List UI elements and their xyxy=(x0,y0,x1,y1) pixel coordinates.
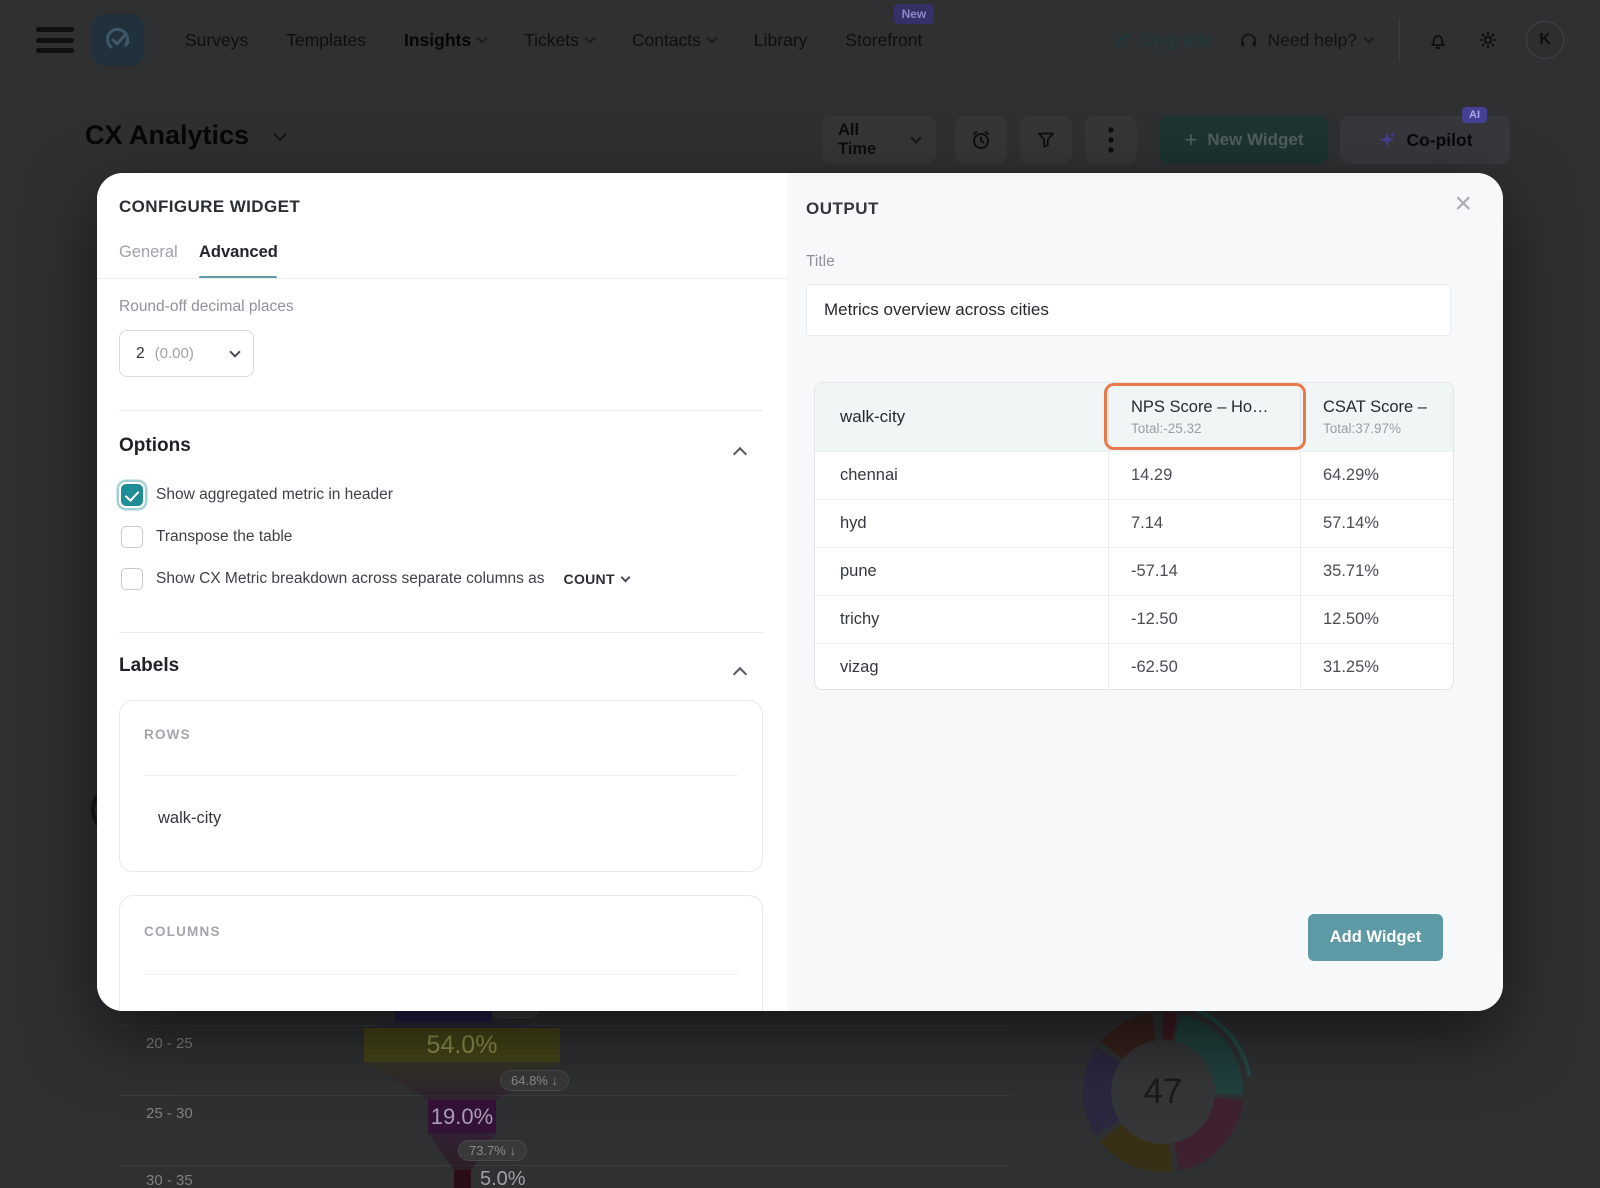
alarm-clock-icon xyxy=(973,131,989,149)
table-header-row: walk-city NPS Score – Ho… Total:-25.32 C… xyxy=(815,383,1453,451)
options-section-title: Options xyxy=(119,435,191,456)
chevron-down-icon xyxy=(620,572,631,582)
nav-item-insights: Insights xyxy=(404,30,488,51)
table-header-nps[interactable]: NPS Score – Ho… Total:-25.32 xyxy=(1109,383,1301,451)
page-header: CX Analytics All Time xyxy=(0,100,1600,180)
copilot-button: Co-pilot xyxy=(1340,116,1510,164)
more-options-kebab-button xyxy=(1085,116,1137,164)
option-transpose[interactable]: Transpose the table xyxy=(121,526,292,548)
chevron-down-icon xyxy=(272,126,288,141)
notifications-bell-icon xyxy=(1426,28,1450,52)
headset-icon xyxy=(1241,33,1257,46)
chevron-down-icon xyxy=(229,345,241,358)
donut-center-value: 47 xyxy=(1143,1072,1183,1111)
table-row: chennai 14.29 64.29% xyxy=(815,451,1453,499)
funnel-bar: 19.0% xyxy=(428,1100,496,1133)
background-donut-chart: 47 xyxy=(1083,1012,1243,1172)
add-widget-button[interactable]: Add Widget xyxy=(1308,914,1443,961)
rows-item-walk-city[interactable]: walk-city xyxy=(158,809,222,827)
table-header-csat[interactable]: CSAT Score – Total:37.97% xyxy=(1323,398,1427,436)
funnel-row-label: 25 - 30 xyxy=(146,1105,193,1122)
title-field-label: Title xyxy=(806,253,835,270)
funnel-row-label: 20 - 25 xyxy=(146,1035,193,1052)
columns-card-title: COLUMNS xyxy=(144,924,221,939)
funnel-drop-pill: 73.7% ↓ xyxy=(458,1140,527,1161)
tab-general[interactable]: General xyxy=(119,243,178,261)
table-header-walk-city: walk-city xyxy=(815,383,1109,451)
filter-button xyxy=(1020,116,1072,164)
kebab-dots-icon xyxy=(1108,127,1114,153)
funnel-bar: 54.0% xyxy=(364,1028,560,1062)
modal-title: CONFIGURE WIDGET xyxy=(119,197,301,216)
configure-panel: CONFIGURE WIDGET General Advanced Round-… xyxy=(97,173,787,1011)
rows-card-title: ROWS xyxy=(144,727,191,742)
rows-card: ROWS walk-city xyxy=(119,700,763,872)
upgrade-link: Upgrade xyxy=(1113,30,1212,51)
new-badge: New xyxy=(893,3,935,24)
plus-icon: + xyxy=(1184,127,1198,152)
chevron-down-icon xyxy=(706,32,718,44)
round-off-value: 2 xyxy=(136,344,145,362)
round-off-select[interactable]: 2 (0.00) xyxy=(119,330,254,377)
time-range-dropdown: All Time xyxy=(822,116,936,164)
table-row: vizag -62.50 31.25% xyxy=(815,643,1453,689)
funnel-filter-icon xyxy=(1038,132,1054,148)
close-icon[interactable]: × xyxy=(1454,187,1472,220)
funnel-bar xyxy=(454,1170,471,1188)
divider xyxy=(1399,19,1400,61)
page-title: CX Analytics xyxy=(85,120,250,150)
user-avatar: K xyxy=(1526,21,1564,59)
preview-table: walk-city NPS Score – Ho… Total:-25.32 C… xyxy=(814,382,1454,690)
active-tab-underline xyxy=(199,276,277,279)
round-off-hint: (0.00) xyxy=(154,345,194,362)
hamburger-menu-icon xyxy=(36,27,74,53)
collapse-options-icon[interactable] xyxy=(732,446,748,462)
output-panel: OUTPUT × Title Metrics overview across c… xyxy=(787,173,1503,1011)
chevron-down-icon xyxy=(1363,32,1375,44)
table-row: hyd 7.14 57.14% xyxy=(815,499,1453,547)
app-logo xyxy=(92,14,144,66)
nav-item-contacts: Contacts xyxy=(632,30,718,51)
ai-badge: AI xyxy=(1462,107,1487,123)
nav-item-templates: Templates xyxy=(286,29,366,50)
need-help-menu: Need help? xyxy=(1238,30,1375,51)
option-show-aggregated[interactable]: Show aggregated metric in header xyxy=(121,484,393,506)
output-title: OUTPUT xyxy=(806,199,879,218)
new-widget-button: + New Widget xyxy=(1160,116,1328,164)
table-row: pune -57.14 35.71% xyxy=(815,547,1453,595)
nav-item-library: Library xyxy=(753,29,808,50)
checkbox-unchecked-icon[interactable] xyxy=(121,568,143,590)
logo-bird-icon xyxy=(106,27,130,49)
funnel-bar-value: 5.0% xyxy=(480,1168,526,1188)
nav-item-storefront: Storefront New xyxy=(845,3,935,51)
option-breakdown[interactable]: Show CX Metric breakdown across separate… xyxy=(121,568,631,590)
columns-card: COLUMNS xyxy=(119,895,763,1011)
rocket-icon xyxy=(1116,33,1131,47)
funnel-row-label: 30 - 35 xyxy=(146,1172,193,1188)
collapse-labels-icon[interactable] xyxy=(732,666,748,682)
checkbox-checked-icon[interactable] xyxy=(121,484,143,506)
count-dropdown[interactable]: COUNT xyxy=(564,571,631,587)
funnel-drop-pill: 64.8% ↓ xyxy=(500,1070,569,1091)
checkbox-unchecked-icon[interactable] xyxy=(121,526,143,548)
table-row: trichy -12.50 12.50% xyxy=(815,595,1453,643)
nav-item-surveys: Surveys xyxy=(185,29,249,50)
nav-item-tickets: Tickets xyxy=(524,30,596,51)
sparkle-icon xyxy=(1379,131,1397,148)
settings-gear-icon xyxy=(1476,28,1500,52)
top-nav: Surveys Templates Insights Tickets Conta… xyxy=(0,0,1600,80)
chevron-down-icon xyxy=(476,32,488,44)
tab-advanced[interactable]: Advanced xyxy=(199,243,278,261)
widget-title-input[interactable]: Metrics overview across cities xyxy=(806,284,1451,336)
labels-section-title: Labels xyxy=(119,655,180,676)
chevron-down-icon xyxy=(584,32,596,44)
schedule-alarm-button xyxy=(955,116,1007,164)
round-off-label: Round-off decimal places xyxy=(119,298,294,315)
configure-widget-modal: CONFIGURE WIDGET General Advanced Round-… xyxy=(97,173,1503,1011)
